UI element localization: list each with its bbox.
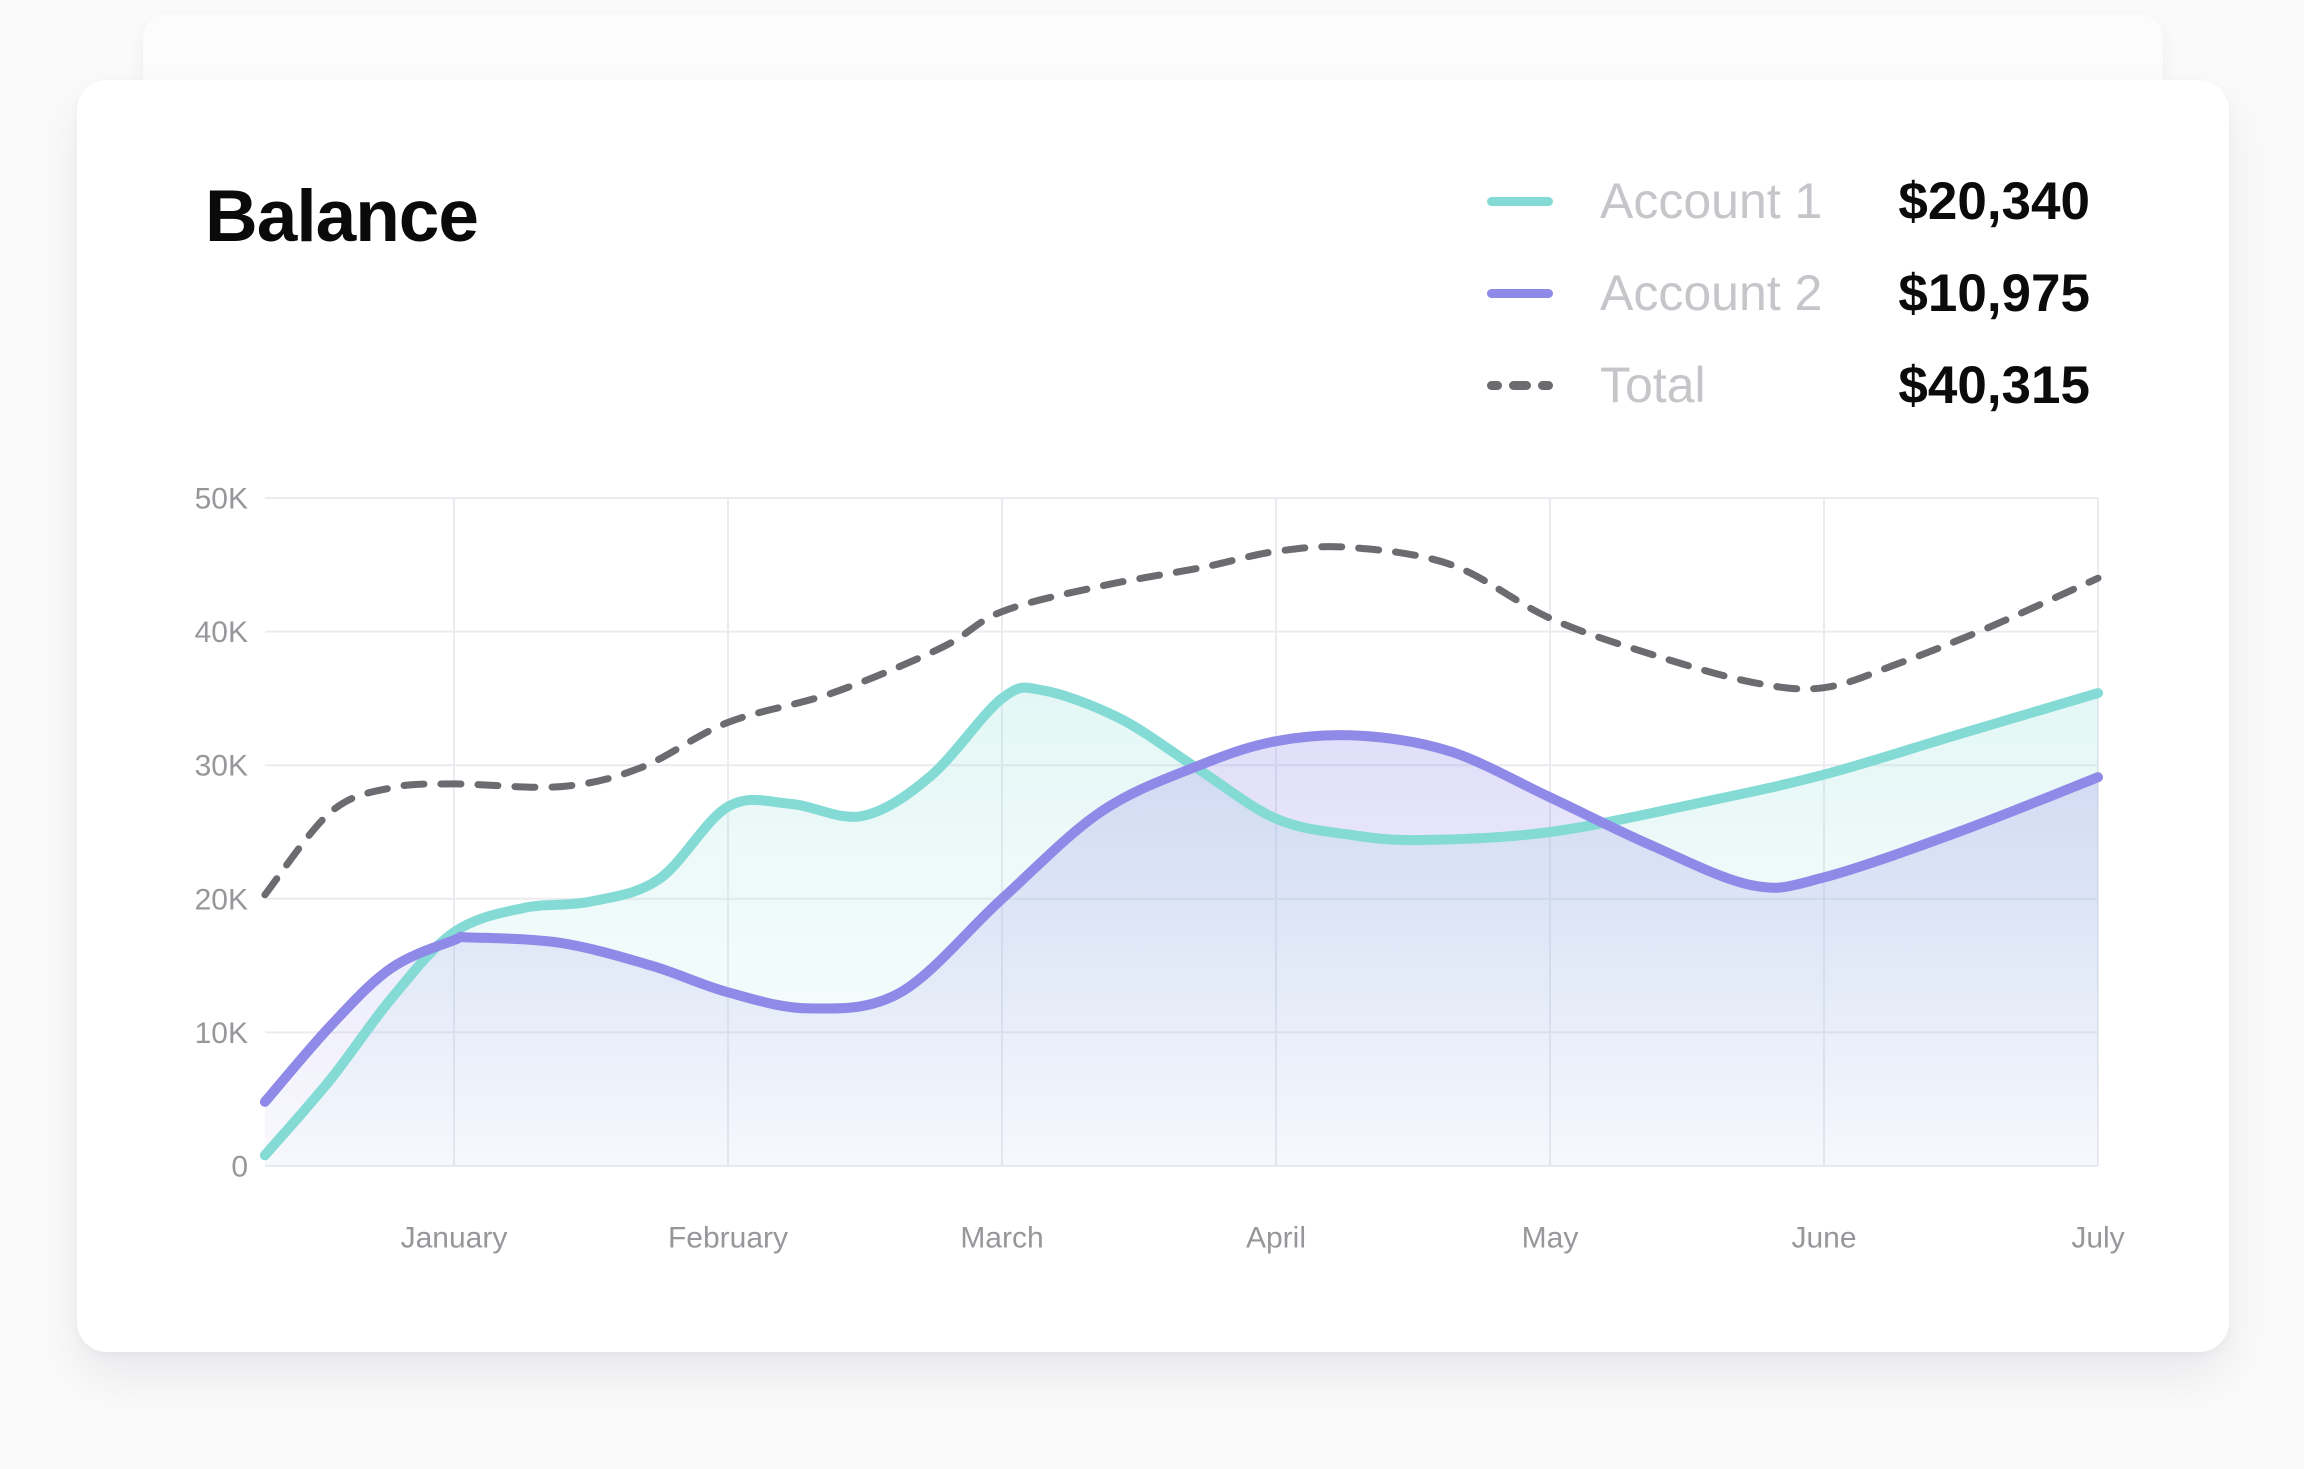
total-value: $40,315: [1898, 355, 2090, 415]
balance-card: Balance Account 1 $20,340 Account 2 $10,…: [77, 80, 2229, 1352]
account2-line-swatch-icon: [1487, 288, 1553, 298]
account2-value: $10,975: [1898, 263, 2090, 323]
total-dashed-swatch-icon: [1487, 380, 1553, 390]
account1-value: $20,340: [1898, 171, 2090, 231]
legend: Account 1 $20,340 Account 2 $10,975 Tota…: [1487, 155, 2090, 431]
legend-item-account2[interactable]: Account 2 $10,975: [1487, 247, 2090, 339]
legend-label: Account 1: [1600, 173, 1823, 229]
legend-item-account1[interactable]: Account 1 $20,340: [1487, 155, 2090, 247]
legend-label: Total: [1600, 357, 1706, 413]
legend-item-total[interactable]: Total $40,315: [1487, 339, 2090, 431]
legend-label: Account 2: [1600, 265, 1823, 321]
account1-line-swatch-icon: [1487, 196, 1553, 206]
card-title: Balance: [205, 176, 479, 257]
